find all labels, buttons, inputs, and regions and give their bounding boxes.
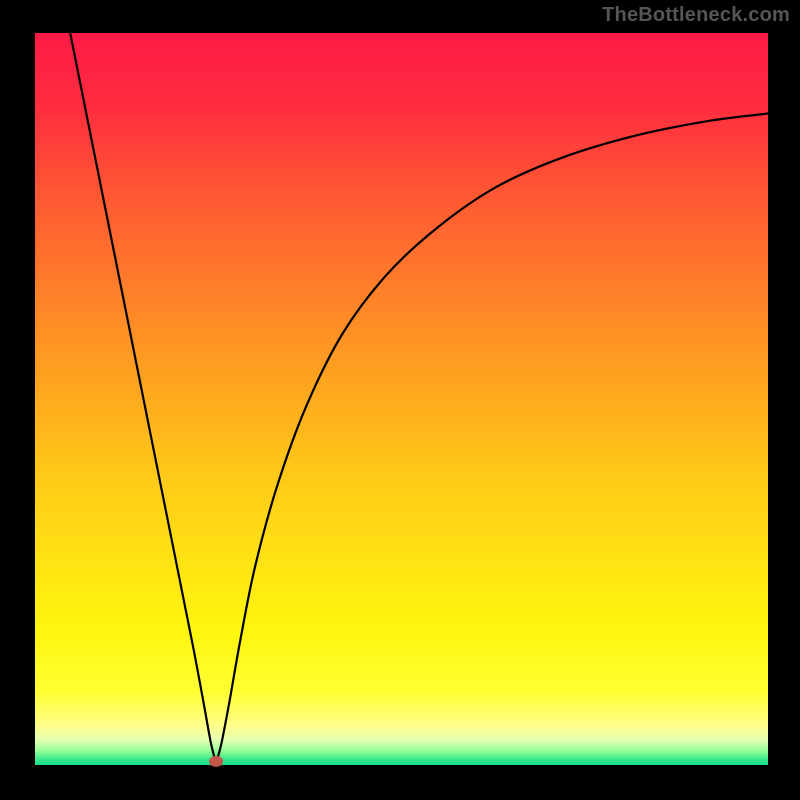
plot-gradient-area xyxy=(35,33,768,765)
chart-container: TheBottleneck.com xyxy=(0,0,800,800)
watermark-text: TheBottleneck.com xyxy=(602,4,790,27)
minimum-marker xyxy=(209,756,223,767)
bottleneck-chart xyxy=(0,0,800,800)
